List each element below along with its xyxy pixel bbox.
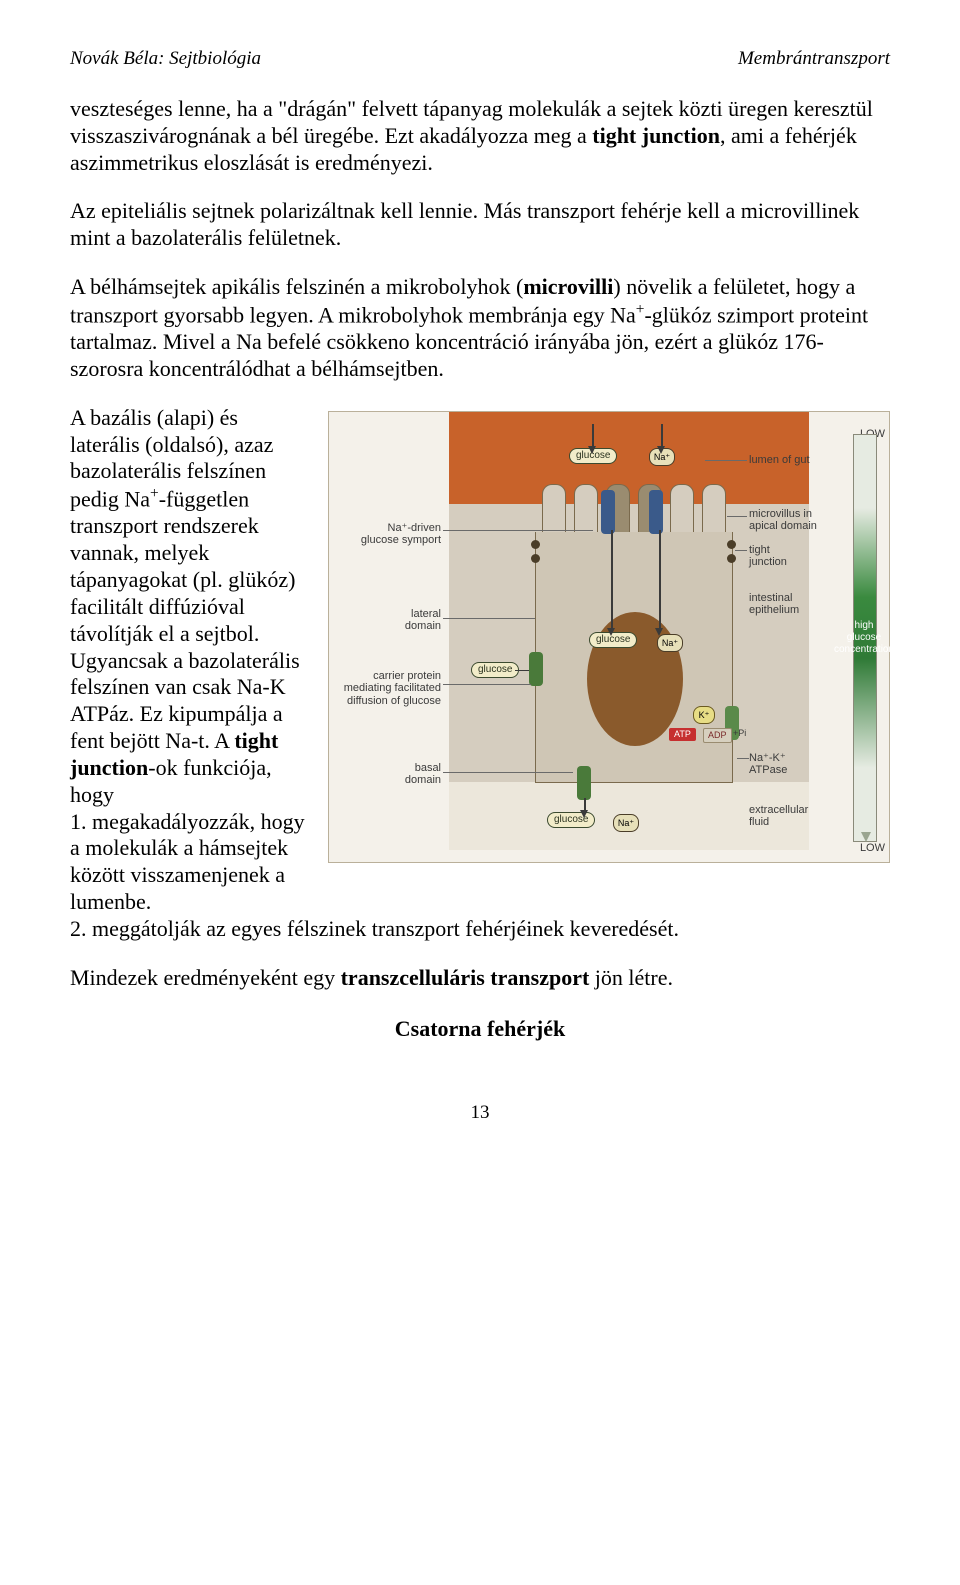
symport-protein <box>601 490 615 534</box>
wrap-text-b: -független transzport rendszerek vannak,… <box>70 487 300 753</box>
header-left: Novák Béla: Sejtbiológia <box>70 48 261 70</box>
atp-label: ATP <box>669 728 696 741</box>
header-right: Membrántranszport <box>738 48 890 70</box>
figure-container: glucose Na⁺ glucose Na⁺ glucose K⁺ ATP A… <box>328 411 890 863</box>
p3-b: microvilli <box>523 274 613 299</box>
tight-junction-dot <box>727 554 736 563</box>
fig-label-epithelium: intestinal epithelium <box>749 592 799 617</box>
plast-c: jön létre. <box>589 965 673 990</box>
adp-label: ADP <box>703 728 732 743</box>
symport-protein <box>649 490 663 534</box>
section-title: Csatorna fehérjék <box>70 1016 890 1042</box>
fig-label-extracellular: extracellular fluid <box>749 804 808 829</box>
paragraph-last: Mindezek eredményeként egy transzcellulá… <box>70 965 890 992</box>
fig-label-microvillus: microvillus in apical domain <box>749 508 817 533</box>
list-item-1: 1. megakadályozzák, hogy a molekulák a h… <box>70 809 305 914</box>
list-item-2: 2. meggátolják az egyes félszinek transz… <box>70 916 679 941</box>
glucose-carrier-basal <box>577 766 591 800</box>
glucose-label: glucose <box>471 662 519 678</box>
paragraph-3: A bélhámsejtek apikális felszinén a mikr… <box>70 274 890 383</box>
plast-b: transzcelluláris transzport <box>341 965 590 990</box>
gradient-high-label: high glucose concentration <box>834 620 894 657</box>
pi-label: +Pi <box>733 728 746 738</box>
fig-label-lateral: lateral domain <box>369 608 441 633</box>
paragraph-2: Az epiteliális sejtnek polarizáltnak kel… <box>70 198 890 252</box>
tight-junction-dot <box>531 554 540 563</box>
fig-label-lumen: lumen of gut <box>749 454 810 467</box>
na-label: Na⁺ <box>657 634 683 652</box>
tight-junction-dot <box>531 540 540 549</box>
wrap-section: glucose Na⁺ glucose Na⁺ glucose K⁺ ATP A… <box>70 405 890 943</box>
epithelial-transport-figure: glucose Na⁺ glucose Na⁺ glucose K⁺ ATP A… <box>328 411 890 863</box>
page-header: Novák Béla: Sejtbiológia Membrántranszpo… <box>70 48 890 70</box>
page-number: 13 <box>70 1102 890 1124</box>
wrap-sup: + <box>150 485 159 502</box>
fig-label-carrier: carrier protein mediating facilitated di… <box>329 670 441 708</box>
fig-label-atpase: Na⁺-K⁺ ATPase <box>749 752 787 777</box>
glucose-label: glucose <box>547 812 595 828</box>
glucose-gradient-bar: high glucose concentration <box>853 434 877 842</box>
plast-a: Mindezek eredményeként egy <box>70 965 341 990</box>
gradient-low-bottom: LOW <box>860 842 885 855</box>
glucose-carrier <box>529 652 543 686</box>
fig-label-symport: Na⁺-driven glucose symport <box>337 522 441 547</box>
tight-junction-dot <box>727 540 736 549</box>
fig-label-tight-junction: tight junction <box>749 544 787 569</box>
p3-a: A bélhámsejtek apikális felszinén a mikr… <box>70 274 523 299</box>
k-label: K⁺ <box>693 706 715 724</box>
microvilli-row <box>539 484 729 536</box>
na-label: Na⁺ <box>613 814 639 832</box>
paragraph-1: veszteséges lenne, ha a "drágán" felvett… <box>70 96 890 176</box>
fig-label-basal: basal domain <box>369 762 441 787</box>
p1-bold: tight junction <box>592 123 720 148</box>
